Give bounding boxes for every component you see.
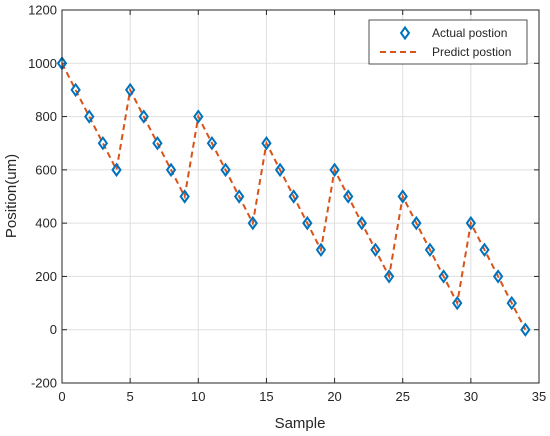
y-tick-label: 200 [35,269,57,284]
actual-data-point [479,242,490,257]
y-axis-label: Position(um) [3,154,20,238]
y-tick-label: 0 [50,322,57,337]
actual-data-point [452,295,463,311]
y-tick-label: -200 [31,376,57,391]
actual-data-point [179,189,190,204]
actual-data-point [247,215,258,231]
actual-data-point [220,162,231,178]
actual-data-point [411,215,422,231]
y-tick-label: 400 [35,216,57,231]
x-tick-label: 10 [191,389,205,404]
actual-data-point [438,269,449,284]
x-tick-label: 25 [395,389,409,404]
legend-label-actual: Actual postion [432,26,507,40]
actual-data-point [506,295,517,311]
actual-data-point [165,162,177,178]
x-tick-label: 35 [532,389,546,404]
series-group [56,56,531,337]
x-tick-label: 30 [464,389,478,404]
y-tick-label: 800 [35,109,57,124]
actual-data-point [370,242,381,257]
x-axis-label: Sample [275,415,326,432]
x-tick-label: 15 [259,389,273,404]
legend-diamond-marker [399,25,411,41]
y-tick-label: 1200 [28,3,57,18]
plot-frame [61,9,540,384]
actual-data-point [288,189,299,204]
actual-data-point [343,189,354,204]
actual-data-point [124,82,136,98]
x-tick-label: 0 [58,389,65,404]
actual-data-point [97,136,109,151]
actual-data-point [152,136,163,151]
x-tick-label: 20 [327,389,341,404]
actual-data-point [492,269,504,284]
actual-data-point [193,109,204,124]
actual-data-point [424,242,436,257]
actual-data-point [138,109,149,124]
actual-data-point [70,82,81,98]
actual-data-point [465,215,477,231]
actual-data-point [302,215,313,231]
actual-data-point [233,189,245,204]
legend-label-predict: Predict postion [432,45,511,59]
legend-box [368,19,528,65]
actual-data-point [84,109,95,124]
actual-data-point [383,269,395,284]
actual-data-point [329,162,340,178]
x-tick-labels: 0 5 10 15 20 25 30 35 [58,389,546,404]
actual-data-point [397,189,408,204]
actual-data-point [274,162,286,178]
actual-data-point [315,242,327,257]
plot-area [62,10,539,383]
actual-data-point [111,162,122,178]
x-tick-label: 5 [127,389,134,404]
actual-data-point [206,136,218,151]
actual-data-point [520,322,531,337]
predict-series-line [61,62,527,331]
actual-data-point [356,215,368,231]
y-tick-label: 1000 [28,56,57,71]
y-tick-label: 600 [35,162,57,177]
y-tick-labels: -200 0 200 400 600 800 1000 1200 [28,3,57,391]
legend: Actual postion Predict postion [368,19,528,65]
actual-data-point [261,136,272,151]
